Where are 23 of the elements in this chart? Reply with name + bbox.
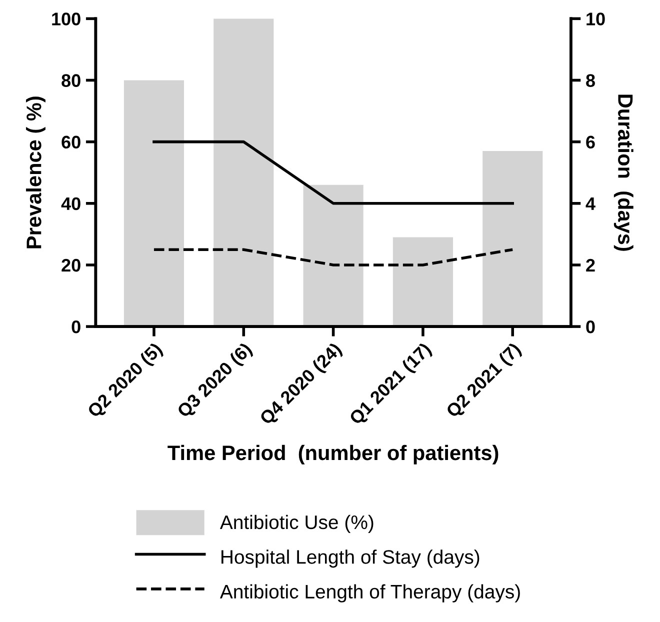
bar [214, 18, 274, 327]
legend-label: Hospital Length of Stay (days) [222, 550, 480, 568]
bar [303, 184, 364, 327]
bar [482, 151, 543, 327]
y2-tick-label: 2 [586, 258, 595, 272]
bar [124, 80, 184, 327]
x-axis-title: Time Period (number of patients) [168, 444, 498, 464]
legend-label: Antibiotic Length of Therapy (days) [220, 584, 520, 602]
y2-axis-title: Duration (days) [614, 94, 634, 251]
y2-tick-label: 4 [586, 198, 596, 210]
y-tick-label: 20 [62, 258, 80, 272]
y2-tick-label: 6 [586, 136, 595, 149]
y-tick-label: 80 [62, 74, 80, 87]
y-tick-label: 60 [62, 136, 80, 149]
legend-label: Antibiotic Use (%) [220, 514, 374, 533]
y-axis-title: Prevalence ( %) [26, 96, 46, 248]
y2-tick-label: 8 [586, 74, 595, 87]
y2-tick-label: 10 [586, 12, 605, 26]
y-tick-label: 100 [52, 12, 80, 26]
y-tick-label: 40 [61, 197, 80, 210]
bar [392, 237, 453, 327]
y-tick-label: 0 [72, 320, 80, 334]
y2-tick-label: 0 [586, 320, 595, 334]
